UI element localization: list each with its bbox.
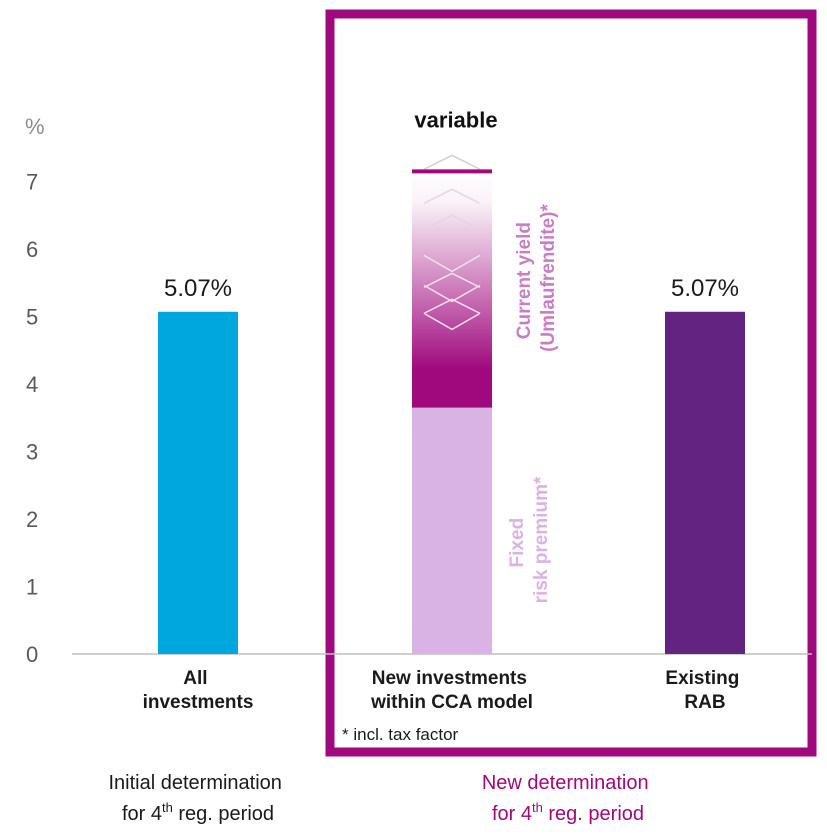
chevron-up-icon [423,272,481,289]
chevron-up-icon [423,298,481,315]
chevron-up-icon [423,154,481,171]
chevron-down-icon [423,312,481,331]
footnote: * incl. tax factor [342,725,459,744]
y-axis: 0 1 2 3 4 5 6 7 [26,170,38,668]
group-label-initial: Initial determination for 4th reg. perio… [109,772,288,825]
y-tick-label-4: 4 [26,372,38,397]
bar-segment-fixed-risk-premium [412,407,492,654]
y-tick-label-1: 1 [26,575,38,600]
chevron-icons [423,154,481,331]
category-label-existing-rab: Existing RAB [665,668,744,713]
y-tick-label-7: 7 [26,170,38,195]
y-tick-label-0: 0 [26,642,38,667]
category-label-new-investments: New investments within CCA model [370,668,533,713]
group-label-new: New determination for 4th reg. period [482,772,654,825]
y-unit-label: % [25,114,45,139]
data-label-existing-rab: 5.07% [671,275,739,302]
segment-label-fixed-risk-premium: Fixed risk premium* [507,476,552,603]
chevron-up-icon [423,214,481,231]
category-label-all-investments: All investments [143,668,254,713]
y-tick-label-3: 3 [26,440,38,465]
bar-all-investments [158,311,238,654]
data-label-variable: variable [414,107,497,132]
chevron-down-icon [423,254,481,273]
chevron-down-icon [423,284,481,303]
segment-label-current-yield: Current yield (Umlaufrendite)* [514,204,559,352]
y-tick-label-5: 5 [26,305,38,330]
chevron-up-icon [423,188,481,205]
data-label-all-investments: 5.07% [164,275,232,302]
y-tick-label-6: 6 [26,237,38,262]
bar-existing-rab [665,311,745,654]
highlight-frame [325,9,817,757]
y-tick-label-2: 2 [26,507,38,532]
